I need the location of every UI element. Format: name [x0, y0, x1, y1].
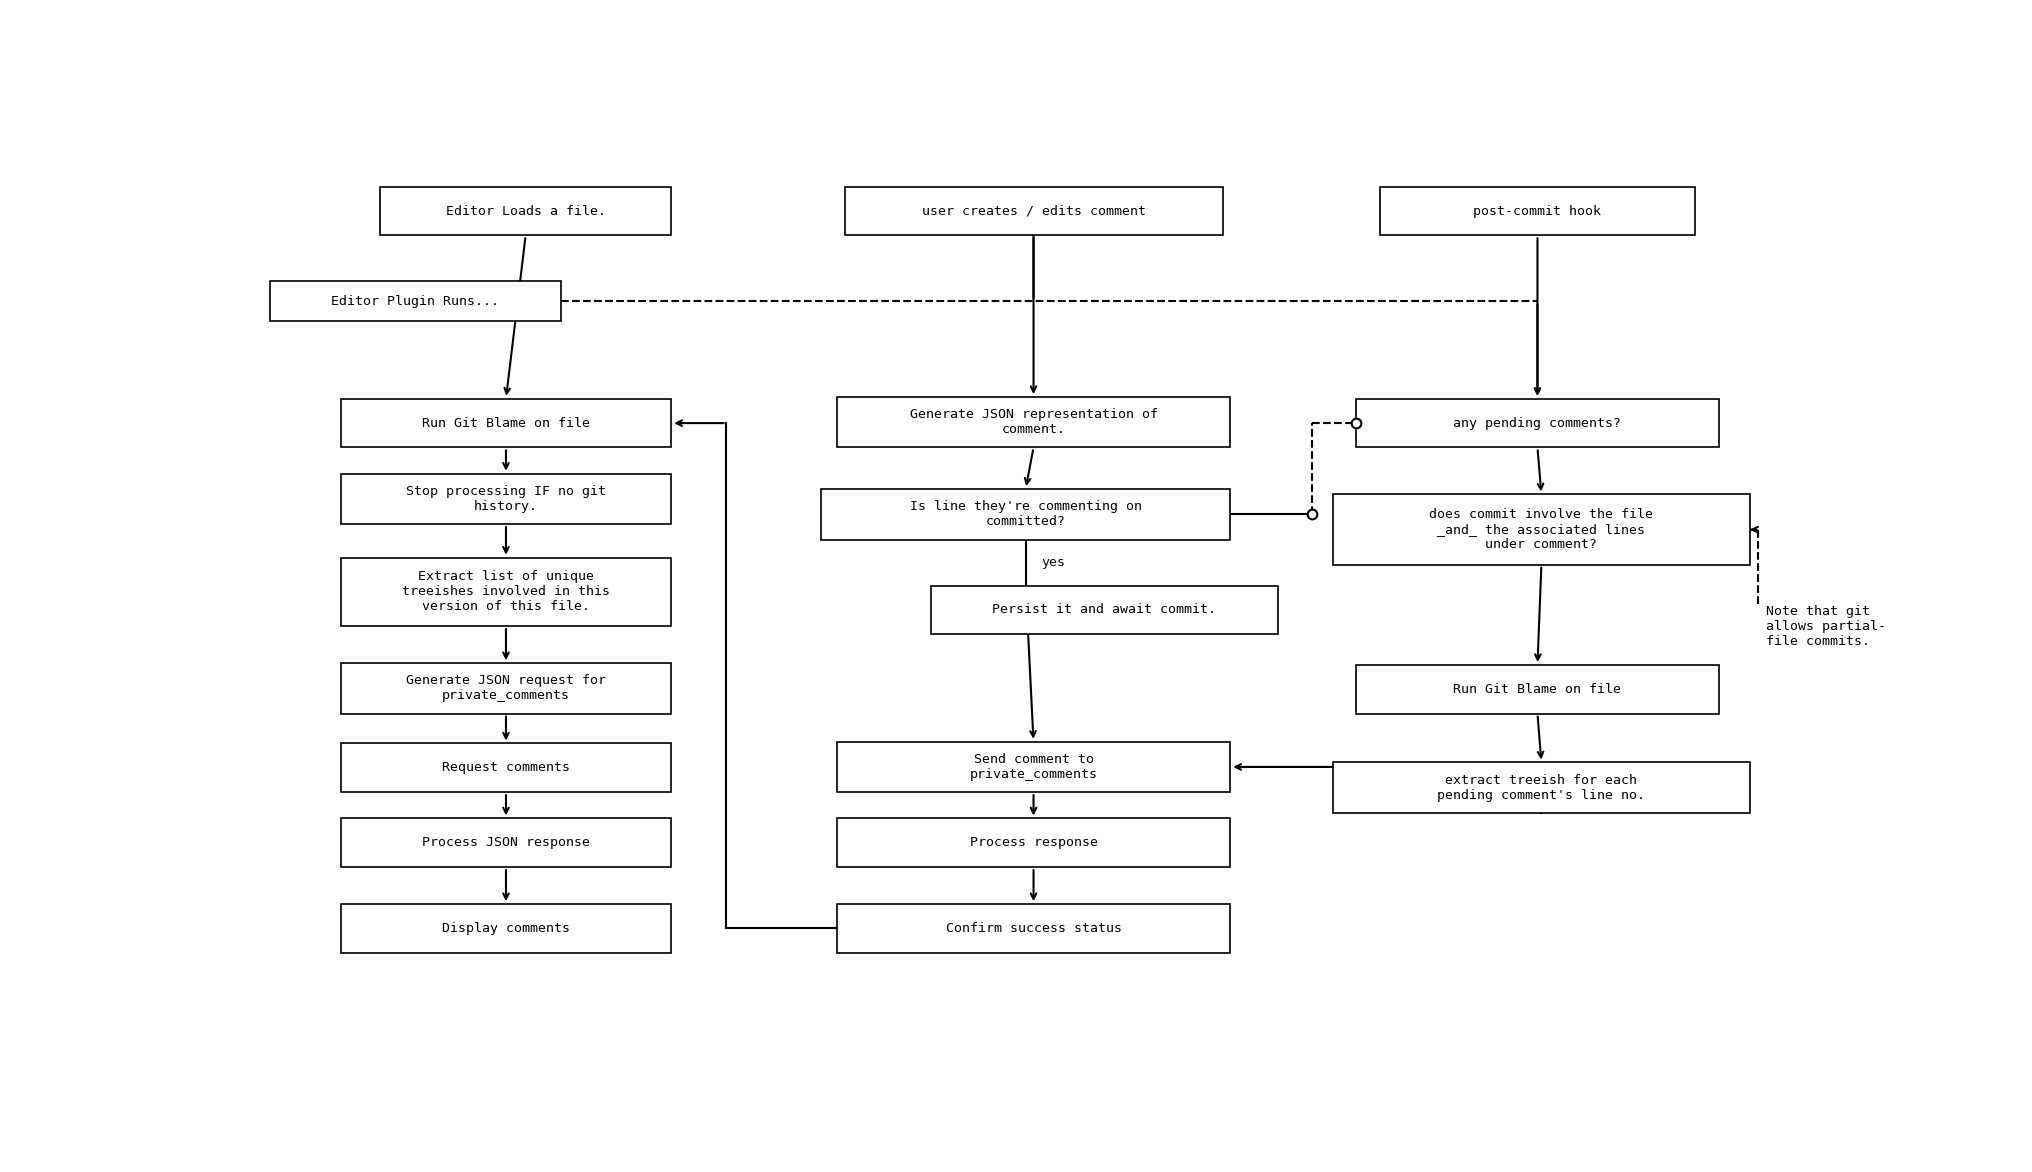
Bar	[341, 473, 671, 524]
Bar	[380, 186, 671, 236]
Bar	[341, 743, 671, 792]
Bar	[1333, 495, 1750, 565]
Bar	[341, 663, 671, 714]
Text: Run Git Blame on file: Run Git Blame on file	[423, 416, 589, 430]
Bar	[931, 586, 1278, 634]
Text: Process JSON response: Process JSON response	[423, 837, 589, 850]
Bar	[837, 397, 1229, 448]
Text: Stop processing IF no git
history.: Stop processing IF no git history.	[406, 485, 606, 513]
Text: user creates / edits comment: user creates / edits comment	[923, 205, 1146, 218]
Text: extract treeish for each
pending comment's line no.: extract treeish for each pending comment…	[1437, 774, 1646, 802]
Bar	[837, 904, 1229, 953]
Bar	[341, 558, 671, 626]
Bar	[837, 818, 1229, 867]
Bar	[341, 818, 671, 867]
Text: Display comments: Display comments	[443, 922, 569, 935]
Text: Persist it and await commit.: Persist it and await commit.	[992, 604, 1217, 616]
Text: does commit involve the file
_and_ the associated lines
under comment?: does commit involve the file _and_ the a…	[1428, 509, 1654, 551]
Bar	[845, 186, 1223, 236]
Bar	[341, 904, 671, 953]
Text: Editor Plugin Runs...: Editor Plugin Runs...	[331, 295, 500, 308]
Bar	[270, 281, 561, 321]
Text: any pending comments?: any pending comments?	[1453, 416, 1622, 430]
Text: Editor Loads a file.: Editor Loads a file.	[445, 205, 606, 218]
Text: Run Git Blame on file: Run Git Blame on file	[1453, 683, 1622, 696]
Text: Generate JSON representation of
comment.: Generate JSON representation of comment.	[910, 408, 1158, 436]
Text: yes: yes	[1042, 557, 1065, 570]
Text: Is line they're commenting on
committed?: Is line they're commenting on committed?	[910, 500, 1142, 529]
Text: Note that git
allows partial-
file commits.: Note that git allows partial- file commi…	[1766, 605, 1886, 648]
Text: Generate JSON request for
private_comments: Generate JSON request for private_commen…	[406, 674, 606, 702]
Bar	[821, 489, 1229, 539]
Bar	[1357, 665, 1719, 714]
Text: Request comments: Request comments	[443, 762, 569, 775]
Text: post-commit hook: post-commit hook	[1473, 205, 1601, 218]
Bar	[1333, 763, 1750, 813]
Bar	[1380, 186, 1695, 236]
Text: Send comment to
private_comments: Send comment to private_comments	[969, 752, 1097, 781]
Text: Process response: Process response	[969, 837, 1097, 850]
Bar	[341, 398, 671, 448]
Text: Confirm success status: Confirm success status	[945, 922, 1122, 935]
Bar	[1357, 398, 1719, 448]
Bar	[837, 742, 1229, 792]
Text: Extract list of unique
treeishes involved in this
version of this file.: Extract list of unique treeishes involve…	[402, 571, 610, 613]
